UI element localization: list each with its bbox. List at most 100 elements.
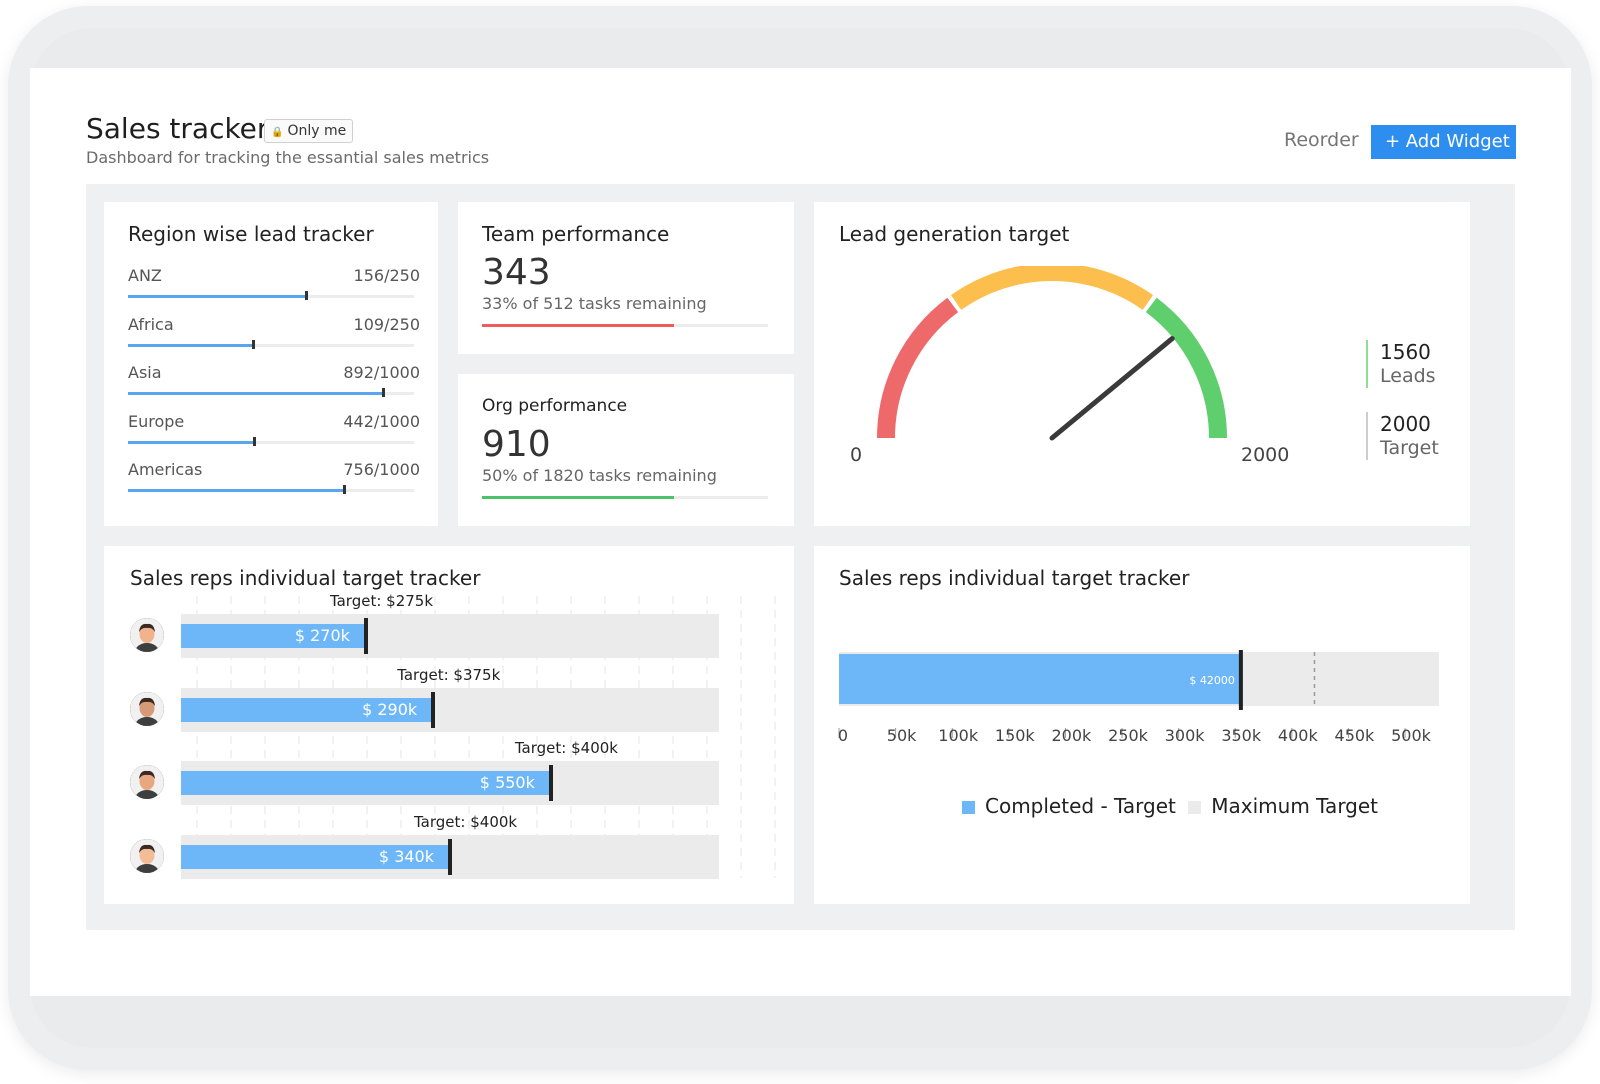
region-value: 756/1000 [343, 460, 420, 479]
widget-board: Region wise lead tracker ANZ 156/250 Afric… [86, 184, 1515, 930]
region-progress-marker [382, 388, 386, 397]
legend-maximum[interactable]: Maximum Target [1211, 794, 1379, 818]
rep-target-marker [431, 691, 436, 728]
rep-completed-bar[interactable]: $ 340k [181, 844, 450, 869]
team-performance-value: 343 [482, 252, 551, 293]
person-icon [130, 765, 164, 799]
region-progress-marker [251, 339, 255, 349]
team-progress-track [482, 324, 768, 327]
region-value: 892/1000 [343, 363, 420, 382]
legend-completed[interactable]: Completed - Target [985, 794, 1176, 818]
bullet-chart: $ 42000 [838, 650, 1439, 738]
person-icon [130, 618, 164, 652]
region-row[interactable]: ANZ 156/250 [128, 266, 420, 310]
page-subtitle: Dashboard for tracking the essantial sal… [86, 148, 490, 167]
widget-title: Lead generation target [839, 222, 1070, 246]
org-performance-widget[interactable]: Org performance 910 50% of 1820 tasks re… [458, 374, 794, 526]
add-widget-button[interactable]: + Add Widget [1371, 125, 1516, 159]
widget-title: Sales reps individual target tracker [130, 566, 481, 590]
reps-bullet-widget[interactable]: Sales reps individual target tracker $ 4… [814, 546, 1470, 904]
region-row[interactable]: Africa 109/250 [128, 315, 420, 359]
avatar[interactable] [130, 765, 164, 799]
rep-target-label: Target: $275k [329, 592, 434, 610]
region-progress-track [128, 436, 414, 446]
rep-completed-bar[interactable]: $ 270k [181, 624, 366, 648]
region-row[interactable]: Europe 442/1000 [128, 412, 420, 456]
lead-gauge [877, 266, 1227, 441]
person-icon [130, 691, 164, 726]
visibility-label: Only me [287, 123, 347, 139]
person-icon [130, 838, 164, 873]
rep-target-marker [548, 765, 553, 801]
org-progress-fill [482, 496, 674, 499]
avatar[interactable] [130, 691, 164, 726]
target-value: 2000 [1380, 412, 1431, 436]
region-progress-marker [305, 291, 309, 300]
region-progress-fill [128, 392, 384, 395]
rep-completed-bar[interactable]: $ 290k [181, 697, 434, 722]
axis-tick-label: 50k [886, 726, 917, 745]
region-progress-track [128, 339, 414, 349]
avatar[interactable] [130, 838, 164, 873]
region-value: 442/1000 [343, 411, 420, 431]
team-performance-subtitle: 33% of 512 tasks remaining [482, 294, 707, 313]
avatar[interactable] [130, 618, 164, 652]
widget-title: Region wise lead tracker [128, 222, 374, 246]
rep-completed-bar[interactable]: $ 550k [181, 771, 551, 795]
leads-value: 1560 [1380, 340, 1431, 364]
axis-tick-label: 200k [1051, 726, 1092, 745]
axis-tick-label: 500k [1391, 726, 1431, 745]
lead-target-widget[interactable]: Lead generation target 0 2000 1560 Leads… [814, 202, 1470, 526]
axis-tick-label: 300k [1164, 726, 1205, 745]
gauge-zone-high [1145, 297, 1227, 439]
bullet-legend: Completed - Target Maximum Target [962, 794, 1378, 818]
completed-bar-label: $ 42000 [1189, 674, 1235, 687]
region-row[interactable]: Asia 892/1000 [128, 363, 420, 407]
region-progress-fill [128, 489, 345, 492]
dashboard-screen: Sales tracker 🔒 Only me Dashboard for tra… [30, 68, 1571, 996]
axis-tick-label: 150k [994, 726, 1035, 745]
region-progress-track [128, 388, 414, 397]
region-progress-track [128, 485, 414, 494]
region-progress-track [128, 291, 414, 300]
widget-title: Sales reps individual target tracker [839, 566, 1190, 590]
visibility-badge[interactable]: 🔒 Only me [264, 119, 354, 143]
target-label: Target [1380, 437, 1439, 459]
region-name: Africa [128, 314, 174, 334]
org-progress-track [482, 496, 768, 499]
region-name: Americas [128, 460, 203, 479]
axis-tick-label: 450k [1334, 726, 1375, 745]
completed-bar[interactable] [839, 654, 1241, 704]
axis-tick-label: 400k [1277, 726, 1318, 745]
widget-title: Org performance [482, 396, 628, 416]
team-progress-fill [482, 324, 674, 327]
region-value: 156/250 [353, 266, 420, 285]
region-progress-marker [343, 485, 347, 494]
rep-target-marker [448, 838, 452, 875]
rep-track[interactable]: $ 340k [181, 834, 719, 879]
region-progress-fill [128, 295, 307, 298]
page-title: Sales tracker [86, 112, 269, 145]
region-row[interactable]: Americas 756/1000 [128, 460, 420, 504]
reorder-button[interactable]: Reorder [1284, 129, 1359, 151]
team-performance-widget[interactable]: Team performance 343 33% of 512 tasks re… [458, 202, 794, 354]
rep-track[interactable]: $ 290k [181, 687, 719, 732]
gauge-needle [1049, 336, 1175, 441]
leads-legend: 1560 Leads [1366, 340, 1436, 388]
region-name: Europe [128, 411, 185, 431]
region-tracker-widget[interactable]: Region wise lead tracker ANZ 156/250 Afric… [104, 202, 438, 526]
rep-target-marker [363, 618, 368, 654]
gauge-min-label: 0 [850, 444, 863, 466]
legend-swatch-maximum [1188, 801, 1202, 814]
axis-tick-label: 250k [1108, 726, 1148, 745]
gauge-zone-low [877, 297, 959, 439]
rep-target-label: Target: $400k [414, 812, 518, 831]
org-performance-subtitle: 50% of 1820 tasks remaining [482, 466, 717, 485]
rep-track[interactable]: $ 270k [181, 614, 719, 658]
reps-tracker-widget[interactable]: Sales reps individual target tracker $ 2… [104, 546, 794, 904]
org-performance-value: 910 [482, 424, 551, 465]
legend-swatch-completed [962, 801, 975, 814]
rep-track[interactable]: $ 550k [181, 761, 719, 805]
axis-tick-label: 100k [938, 726, 979, 745]
rep-target-label: Target: $400k [514, 739, 618, 757]
